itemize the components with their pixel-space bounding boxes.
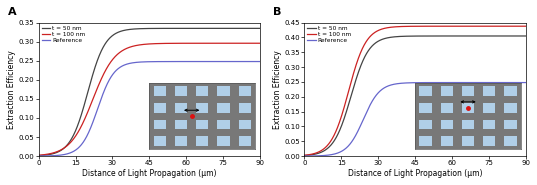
t = 100 nm — [187, 42, 194, 44]
Reference — [474, 81, 480, 84]
t = 100 nm — [133, 44, 139, 47]
Reference — [35, 155, 42, 157]
Reference — [523, 81, 529, 84]
t = 50 nm — [212, 27, 219, 29]
t = 100 nm — [257, 42, 263, 44]
t = 100 nm — [398, 25, 405, 28]
Legend: t = 50 nm, t = 100 nm, Reference: t = 50 nm, t = 100 nm, Reference — [40, 24, 86, 44]
Reference — [133, 61, 139, 63]
t = 50 nm — [390, 36, 397, 38]
t = 100 nm — [474, 25, 480, 27]
Line: t = 50 nm: t = 50 nm — [304, 36, 526, 156]
Y-axis label: Extraction Efficiency: Extraction Efficiency — [273, 50, 282, 129]
Reference — [453, 81, 460, 84]
t = 100 nm — [35, 154, 42, 156]
t = 50 nm — [324, 148, 330, 150]
t = 100 nm — [390, 26, 397, 28]
Reference — [390, 83, 397, 85]
t = 50 nm — [125, 28, 132, 31]
Reference — [58, 154, 64, 156]
X-axis label: Distance of Light Propagation (μm): Distance of Light Propagation (μm) — [348, 169, 482, 178]
Line: t = 100 nm: t = 100 nm — [39, 43, 260, 155]
Reference — [187, 60, 194, 63]
t = 100 nm — [212, 42, 219, 44]
Reference — [324, 154, 330, 156]
Line: Reference: Reference — [39, 62, 260, 156]
t = 50 nm — [477, 35, 484, 37]
Reference — [125, 63, 132, 65]
t = 100 nm — [208, 42, 214, 44]
Text: A: A — [8, 7, 16, 17]
Line: Reference: Reference — [304, 83, 526, 156]
X-axis label: Distance of Light Propagation (μm): Distance of Light Propagation (μm) — [82, 169, 216, 178]
t = 50 nm — [208, 27, 214, 29]
t = 50 nm — [58, 149, 64, 151]
Reference — [208, 60, 214, 63]
t = 50 nm — [523, 35, 529, 37]
t = 50 nm — [474, 35, 480, 37]
Reference — [301, 155, 308, 157]
t = 50 nm — [301, 154, 308, 157]
t = 100 nm — [324, 145, 330, 147]
t = 100 nm — [523, 25, 529, 27]
Line: t = 50 nm: t = 50 nm — [39, 28, 260, 156]
t = 50 nm — [35, 154, 42, 157]
Reference — [477, 81, 484, 84]
Reference — [398, 82, 405, 84]
t = 50 nm — [398, 35, 405, 38]
t = 100 nm — [125, 47, 132, 49]
t = 50 nm — [257, 27, 263, 29]
Reference — [257, 60, 263, 63]
t = 50 nm — [453, 35, 460, 37]
Text: B: B — [273, 7, 282, 17]
t = 100 nm — [301, 154, 308, 156]
t = 50 nm — [133, 28, 139, 30]
t = 100 nm — [477, 25, 484, 27]
t = 100 nm — [58, 149, 64, 151]
t = 50 nm — [187, 27, 194, 29]
Line: t = 100 nm: t = 100 nm — [304, 26, 526, 155]
Legend: t = 50 nm, t = 100 nm, Reference: t = 50 nm, t = 100 nm, Reference — [306, 24, 352, 44]
t = 100 nm — [453, 25, 460, 27]
Y-axis label: Extraction Efficiency: Extraction Efficiency — [7, 50, 16, 129]
Reference — [212, 60, 219, 63]
